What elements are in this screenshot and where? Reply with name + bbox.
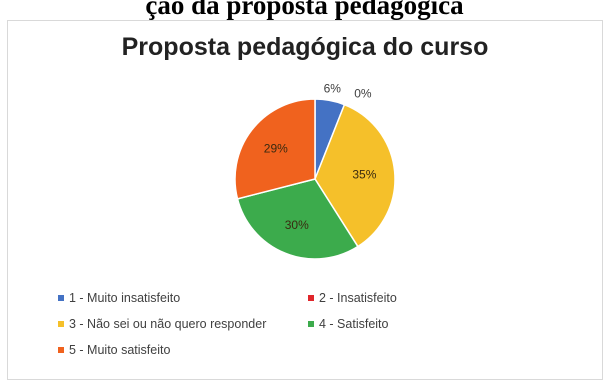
- chart-title: Proposta pedagógica do curso: [121, 33, 489, 61]
- slice-data-label: 0%: [354, 86, 372, 100]
- legend-item: 4 - Satisfeito: [308, 317, 388, 331]
- slice-data-label: 6%: [324, 82, 342, 96]
- legend-label: 3 - Não sei ou não quero responder: [69, 317, 267, 331]
- slice-data-label: 30%: [285, 218, 309, 232]
- legend-swatch: [58, 321, 64, 327]
- pie-slice: [236, 178, 359, 260]
- legend-swatch: [58, 295, 64, 301]
- legend-item: 1 - Muito insatisfeito: [58, 291, 180, 305]
- page-heading: ção da proposta pedagógica: [145, 0, 464, 20]
- pie-chart: 6% 0% 35% 30% 29%: [234, 82, 396, 260]
- legend-swatch: [308, 295, 314, 301]
- legend-label: 2 - Insatisfeito: [319, 291, 397, 305]
- chart-legend: 1 - Muito insatisfeito 2 - Insatisfeito 3 …: [58, 291, 478, 369]
- chart-frame: Proposta pedagógica do curso 6% 0% 35% 30% 2…: [7, 20, 603, 380]
- pie-slice: [314, 103, 396, 248]
- legend-swatch: [58, 347, 64, 353]
- slice-data-label: 35%: [352, 167, 376, 181]
- legend-label: 1 - Muito insatisfeito: [69, 291, 181, 305]
- legend-item: 5 - Muito satisfeito: [58, 343, 170, 357]
- legend-label: 5 - Muito satisfeito: [69, 343, 171, 357]
- legend-label: 4 - Satisfeito: [319, 317, 389, 331]
- slice-data-label: 29%: [264, 142, 288, 156]
- legend-item: 2 - Insatisfeito: [308, 291, 397, 305]
- legend-swatch: [308, 321, 314, 327]
- legend-item: 3 - Não sei ou não quero responder: [58, 317, 266, 331]
- pie-slice: [234, 98, 316, 200]
